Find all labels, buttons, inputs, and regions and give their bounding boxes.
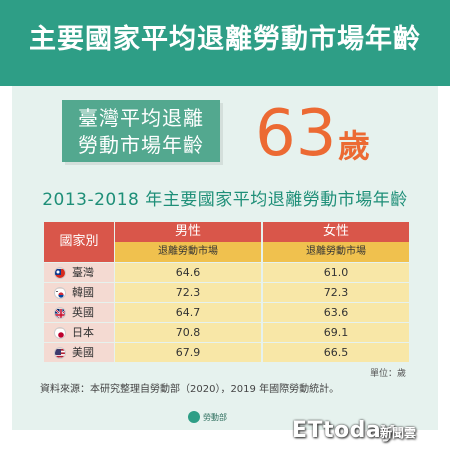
country-name: 日本 [72,326,94,339]
highlight-label-line1: 臺灣平均退離 [78,106,204,130]
female-subheader: 退離勞動市場 [263,242,409,262]
table-row: 韓國 72.3 72.3 [44,283,409,303]
country-cell: 美國 [44,343,114,362]
female-value-cell: 61.0 [263,263,409,282]
table-row: 臺灣 64.6 61.0 [44,263,409,283]
ettoday-watermark-cn: 新聞雲 [380,426,417,440]
ministry-logo-text: 勞動部 [203,412,227,422]
country-name: 韓國 [72,286,94,299]
female-value-cell: 69.1 [263,323,409,342]
japan-flag-icon [54,327,66,339]
country-name: 臺灣 [72,266,94,279]
page-title: 主要國家平均退離勞動市場年齡 [29,24,421,55]
country-name: 英國 [72,306,94,319]
table-row: 日本 70.8 69.1 [44,323,409,343]
korea-flag-icon [54,287,66,299]
male-value-cell: 67.9 [115,343,261,362]
country-column-header: 國家別 [44,222,114,262]
country-cell: 韓國 [44,283,114,302]
female-value-cell: 72.3 [263,283,409,302]
ministry-logo: 勞動部 [188,410,227,424]
highlight-label-line2: 勞動市場年齡 [78,133,204,157]
ettoday-watermark: ETtoday [292,418,396,443]
male-column-header: 男性 [115,222,261,242]
female-column-header: 女性 [263,222,409,242]
male-subheader: 退離勞動市場 [115,242,261,262]
male-value-cell: 64.7 [115,303,261,322]
unit-note: 單位：歲 [370,369,407,379]
header-banner: 主要國家平均退離勞動市場年齡 [0,0,450,86]
country-cell: 日本 [44,323,114,342]
taiwan-flag-icon [54,267,66,279]
female-value-cell: 63.6 [263,303,409,322]
male-value-cell: 72.3 [115,283,261,302]
country-cell: 英國 [44,303,114,322]
male-value-cell: 70.8 [115,323,261,342]
table-row: 英國 64.7 63.6 [44,303,409,323]
chart-title: 2013-2018 年主要國家平均退離勞動市場年齡 [42,190,408,210]
country-name: 美國 [72,346,94,359]
usa-flag-icon [54,347,66,359]
data-source: 資料來源：本研究整理自勞動部（2020），2019 年國際勞動統計。 [40,384,340,395]
highlight-unit: 歲 [338,127,371,165]
country-cell: 臺灣 [44,263,114,282]
taiwan-highlight-label: 臺灣平均退離 勞動市場年齡 [62,100,220,162]
table-row: 美國 67.9 66.5 [44,343,409,363]
ministry-emblem-icon [188,411,200,423]
highlight-value: 63 [255,97,337,171]
uk-flag-icon [54,307,66,319]
male-value-cell: 64.6 [115,263,261,282]
female-value-cell: 66.5 [263,343,409,362]
